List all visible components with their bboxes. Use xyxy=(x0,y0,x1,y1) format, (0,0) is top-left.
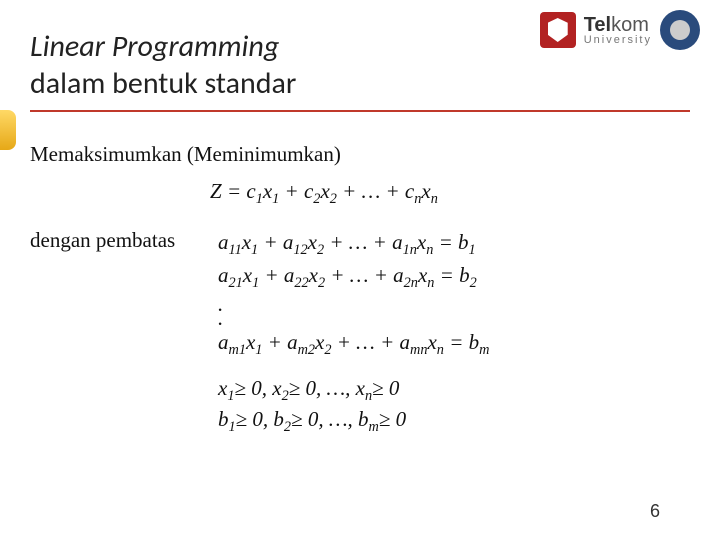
title-line2: dalam bentuk standar xyxy=(30,65,690,102)
content: Memaksimumkan (Meminimumkan) Z = c1x1 + … xyxy=(30,142,690,439)
nonnegativity-b: b1≥ 0, b2≥ 0, …, bm≥ 0 xyxy=(218,405,489,438)
constraints-block: dengan pembatas a11x1 + a12x2 + … + a1nx… xyxy=(30,228,690,438)
slide: Telkom University Linear Programming dal… xyxy=(0,0,720,540)
decoration-left xyxy=(0,110,16,150)
constraints-equations: a11x1 + a12x2 + … + a1nxn = b1 a21x1 + a… xyxy=(218,228,489,438)
telkom-badge-icon xyxy=(540,12,576,48)
constraint-row-m: am1x1 + am2x2 + … + amnxn = bm xyxy=(218,328,489,361)
constraint-row-2: a21x1 + a22x2 + … + a2nxn = b2 xyxy=(218,261,489,294)
header-logos: Telkom University xyxy=(540,10,700,50)
dots-1: . xyxy=(218,299,489,310)
dots-2: . xyxy=(218,313,489,324)
nonnegativity-x: x1≥ 0, x2≥ 0, …, xn≥ 0 xyxy=(218,375,489,406)
faculty-badge-icon xyxy=(660,10,700,50)
subject-to-label: dengan pembatas xyxy=(30,228,200,438)
maximize-label: Memaksimumkan (Meminimumkan) xyxy=(30,142,690,167)
objective-function: Z = c1x1 + c2x2 + … + cnxn xyxy=(210,179,690,208)
brand-rest: kom xyxy=(611,14,649,36)
brand-bold: Tel xyxy=(584,14,611,36)
shield-icon xyxy=(548,18,568,42)
page-number: 6 xyxy=(650,501,660,522)
telkom-logo-text: Telkom University xyxy=(584,15,652,46)
brand-sub: University xyxy=(584,35,652,46)
constraint-row-1: a11x1 + a12x2 + … + a1nxn = b1 xyxy=(218,228,489,261)
faculty-inner-icon xyxy=(670,20,690,40)
